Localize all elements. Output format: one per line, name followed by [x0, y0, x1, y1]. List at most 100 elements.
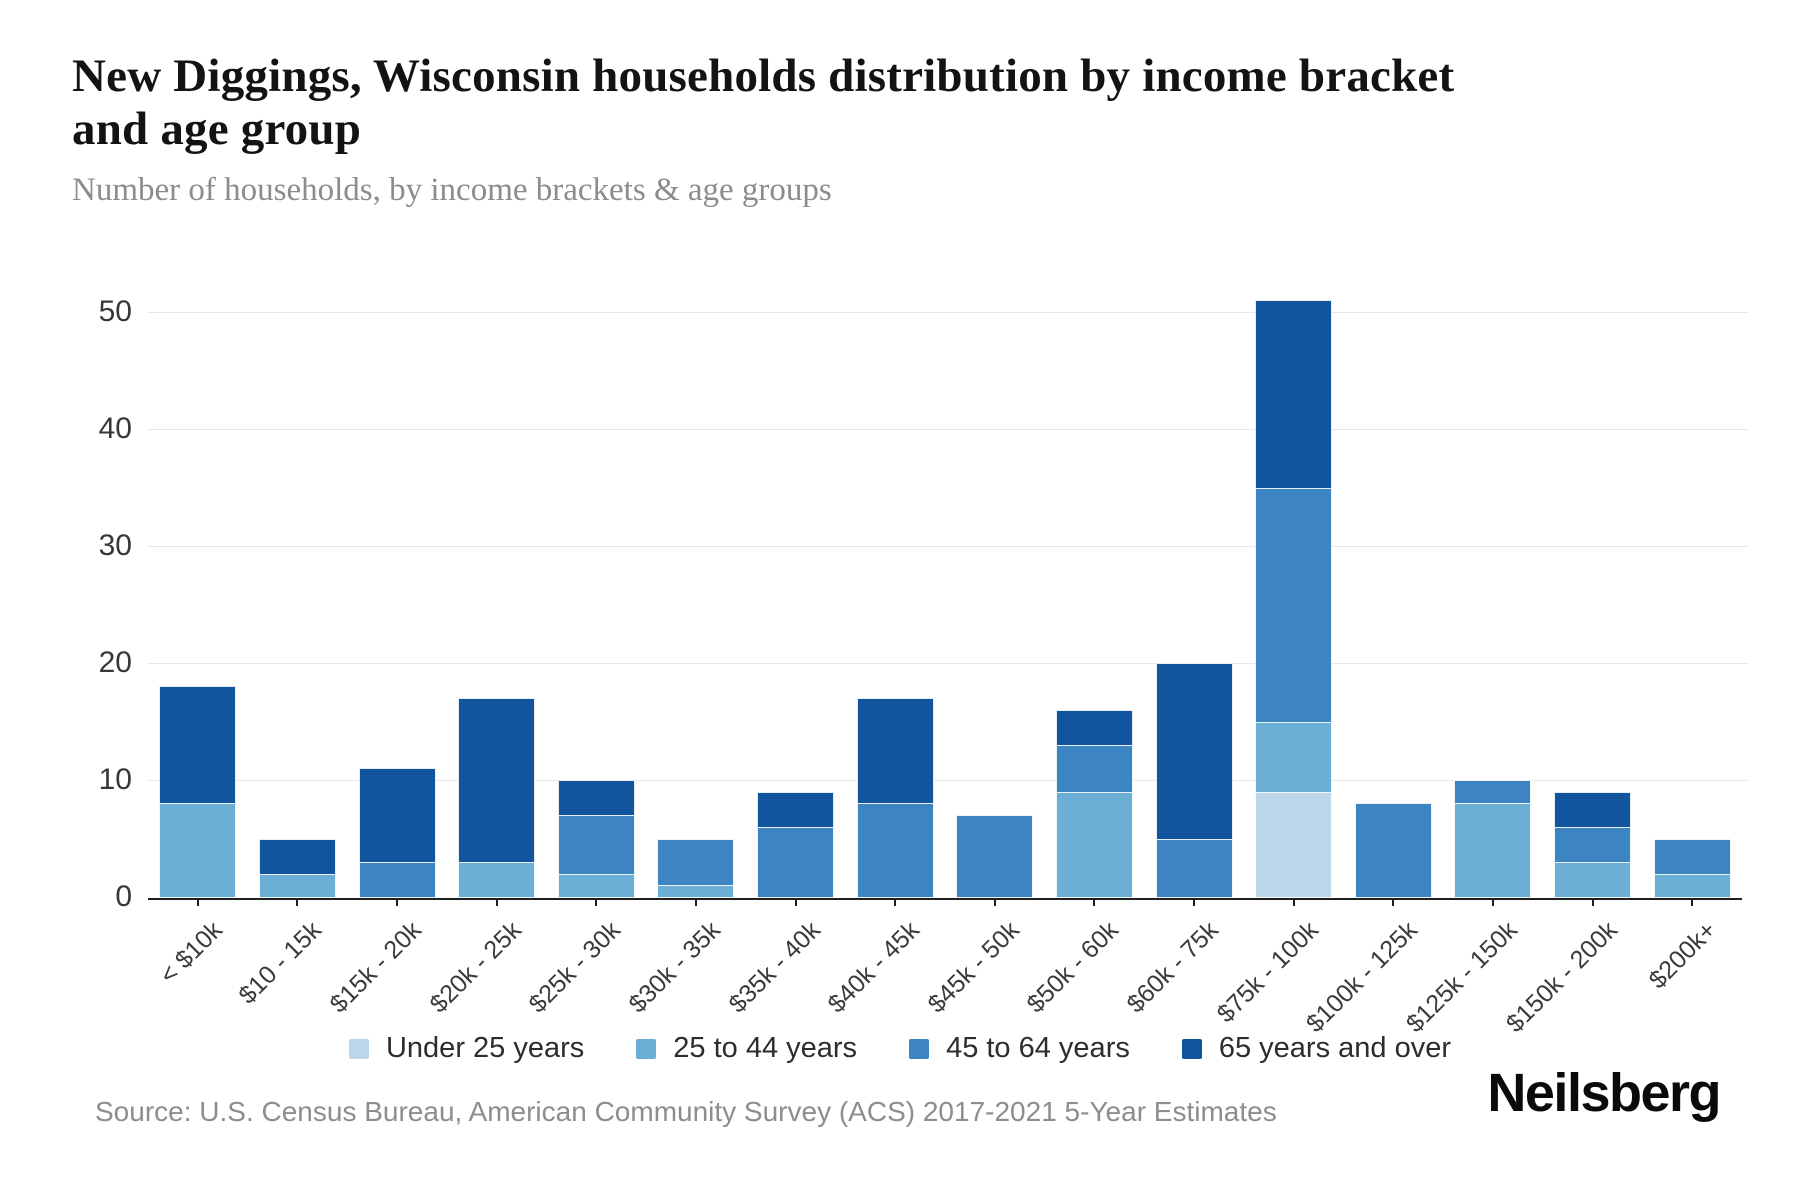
- x-axis-tick-label: $200k+: [1643, 916, 1722, 995]
- chart-title: New Diggings, Wisconsin households distr…: [72, 50, 1455, 156]
- bar-$20k - 25k: [458, 258, 536, 898]
- x-axis-tick-label: $35k - 40k: [723, 916, 826, 1019]
- bar-$10 - 15k: [258, 258, 336, 898]
- bar-segment[interactable]: [1255, 487, 1333, 723]
- x-axis-tick-label: $45k - 50k: [922, 916, 1025, 1019]
- gridline: [148, 312, 1748, 313]
- y-axis-tick-label: 40: [98, 412, 132, 445]
- legend-label: 25 to 44 years: [673, 1032, 858, 1064]
- legend-item[interactable]: 45 to 64 years: [909, 1032, 1130, 1065]
- x-axis-tick: [595, 898, 598, 906]
- legend-swatch-icon: [636, 1038, 657, 1059]
- bar-segment[interactable]: [159, 686, 237, 805]
- bar-segment[interactable]: [557, 815, 635, 875]
- bar-segment[interactable]: [1155, 838, 1233, 898]
- bar-segment[interactable]: [1155, 663, 1233, 840]
- bar-< $10k: [159, 258, 237, 898]
- bar-segment[interactable]: [956, 815, 1034, 898]
- bar-segment[interactable]: [757, 791, 835, 828]
- legend-label: 45 to 64 years: [946, 1032, 1130, 1064]
- x-axis-tick: [993, 898, 996, 906]
- x-axis-tick-label: $30k - 35k: [623, 916, 726, 1019]
- bar-segment[interactable]: [1653, 838, 1731, 875]
- bar-segment[interactable]: [757, 826, 835, 898]
- legend: Under 25 years 25 to 44 years 45 to 64 yea…: [0, 1032, 1800, 1065]
- bar-segment[interactable]: [458, 698, 536, 863]
- bar-segment[interactable]: [258, 838, 336, 875]
- x-axis-tick-label: $60k - 75k: [1121, 916, 1224, 1019]
- x-axis-tick: [396, 898, 399, 906]
- bar-$75k - 100k: [1255, 258, 1333, 898]
- bar-segment[interactable]: [1055, 744, 1133, 793]
- x-axis-tick-label: $10 - 15k: [233, 916, 328, 1010]
- y-axis-tick-label: 10: [98, 763, 132, 796]
- plot-area: < $10k $10 - 15k $15k - 20k $20k - 25k $25k …: [148, 258, 1748, 1038]
- bar-segment[interactable]: [856, 698, 934, 805]
- bar-segment[interactable]: [1055, 791, 1133, 898]
- bar-segment[interactable]: [657, 885, 735, 898]
- x-axis-tick: [1392, 898, 1395, 906]
- source-note: Source: U.S. Census Bureau, American Com…: [95, 1096, 1277, 1127]
- legend-item[interactable]: 25 to 44 years: [636, 1032, 857, 1065]
- gridline: [148, 663, 1748, 664]
- bar-segment[interactable]: [1454, 780, 1532, 805]
- legend-swatch-icon: [348, 1038, 369, 1059]
- bar-segment[interactable]: [1653, 873, 1731, 898]
- bar-$35k - 40k: [757, 258, 835, 898]
- x-axis-tick: [1691, 898, 1694, 906]
- x-axis-tick: [1193, 898, 1196, 906]
- bar-$150k - 200k: [1554, 258, 1632, 898]
- x-axis-tick: [1292, 898, 1295, 906]
- legend-label: Under 25 years: [385, 1032, 585, 1064]
- x-axis-tick: [196, 898, 199, 906]
- bar-segment[interactable]: [557, 873, 635, 898]
- legend-swatch-icon: [1181, 1038, 1202, 1059]
- bar-segment[interactable]: [258, 873, 336, 898]
- bar-$40k - 45k: [856, 258, 934, 898]
- bar-segment[interactable]: [1554, 791, 1632, 828]
- bar-$50k - 60k: [1055, 258, 1133, 898]
- bar-segment[interactable]: [1255, 791, 1333, 898]
- neilsberg-logo[interactable]: Neilsberg: [1487, 1063, 1721, 1123]
- x-axis-tick-label: < $10k: [154, 916, 228, 990]
- legend-item[interactable]: 65 years and over: [1181, 1032, 1451, 1065]
- x-axis-tick-label: $40k - 45k: [822, 916, 925, 1019]
- x-axis-tick: [495, 898, 498, 906]
- bar-segment[interactable]: [1354, 803, 1432, 898]
- y-axis-tick-label: 30: [98, 529, 132, 562]
- x-axis-tick: [894, 898, 897, 906]
- y-axis-tick-label: 20: [98, 646, 132, 679]
- bar-segment[interactable]: [1055, 709, 1133, 746]
- bar-$100k - 125k: [1354, 258, 1432, 898]
- bar-segment[interactable]: [856, 803, 934, 898]
- bar-segment[interactable]: [358, 768, 436, 863]
- bar-segment[interactable]: [159, 803, 237, 898]
- x-axis-tick-label: $15k - 20k: [324, 916, 427, 1019]
- gridline: [148, 780, 1748, 781]
- gridline: [148, 429, 1748, 430]
- x-axis-tick: [1491, 898, 1494, 906]
- chart-subtitle: Number of households, by income brackets…: [72, 172, 832, 208]
- bar-segment[interactable]: [657, 838, 735, 887]
- legend-swatch-icon: [909, 1038, 930, 1059]
- bar-segment[interactable]: [358, 861, 436, 898]
- bar-segment[interactable]: [1554, 826, 1632, 863]
- bar-segment[interactable]: [458, 861, 536, 898]
- bar-segment[interactable]: [1554, 861, 1632, 898]
- bar-segment[interactable]: [1255, 300, 1333, 489]
- x-axis-tick: [694, 898, 697, 906]
- bar-$125k - 150k: [1454, 258, 1532, 898]
- bar-segment[interactable]: [1255, 721, 1333, 793]
- x-axis-tick: [794, 898, 797, 906]
- x-axis-tick: [1093, 898, 1096, 906]
- gridline: [148, 546, 1748, 547]
- x-axis-tick-label: $50k - 60k: [1021, 916, 1125, 1019]
- bar-segment[interactable]: [557, 780, 635, 817]
- bar-$200k+: [1653, 258, 1731, 898]
- legend-item[interactable]: Under 25 years: [348, 1032, 585, 1065]
- bar-segment[interactable]: [1454, 803, 1532, 898]
- bar-$15k - 20k: [358, 258, 436, 898]
- bar-$45k - 50k: [956, 258, 1034, 898]
- y-axis-tick-label: 50: [98, 295, 132, 328]
